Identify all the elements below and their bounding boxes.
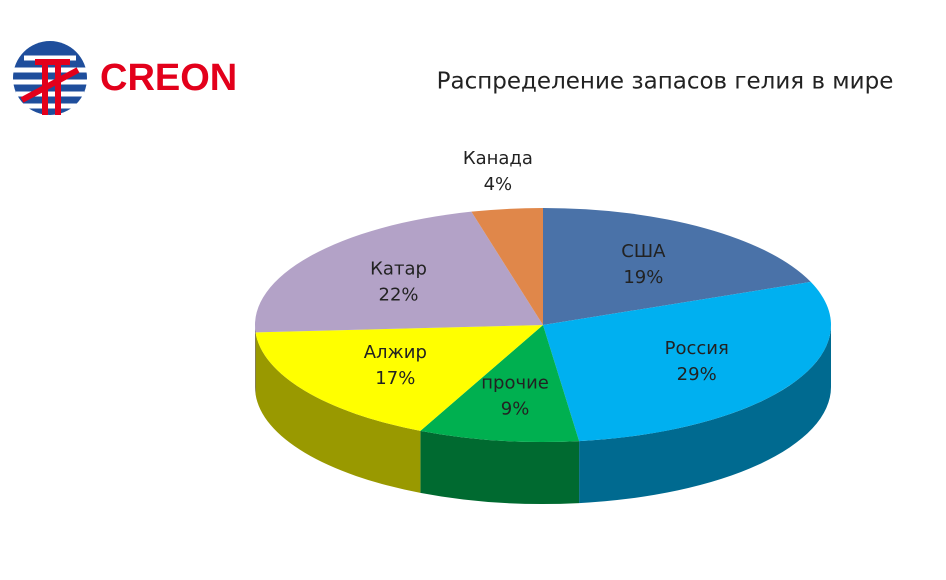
slice [420, 325, 580, 442]
logo: CREON [13, 41, 237, 115]
slice [255, 325, 543, 431]
slice-side [255, 332, 421, 493]
slice-value-label: 4% [484, 174, 513, 195]
slice [255, 211, 543, 333]
slice-value-label: 22% [379, 284, 419, 305]
slice-label: США [621, 241, 666, 262]
slice-value-label: 17% [375, 368, 415, 389]
logo-mark [20, 59, 80, 115]
chart-title: Распределение запасов гелия в мире [437, 69, 894, 95]
slice [543, 208, 811, 325]
slice-value-label: 9% [501, 399, 530, 420]
slice-side [579, 325, 831, 504]
slice-label: Катар [370, 258, 427, 279]
slice-label: Россия [665, 338, 729, 359]
slice-side [420, 430, 580, 504]
slice [543, 281, 832, 442]
slice-side [255, 325, 256, 395]
slice [471, 208, 543, 325]
slice-label: прочие [481, 373, 549, 394]
logo-text: CREON [100, 57, 237, 99]
slice-value-label: 29% [677, 364, 717, 385]
slice-value-label: 19% [623, 267, 663, 288]
slice-label: Алжир [364, 342, 427, 363]
slice-label: Канада [463, 148, 533, 169]
